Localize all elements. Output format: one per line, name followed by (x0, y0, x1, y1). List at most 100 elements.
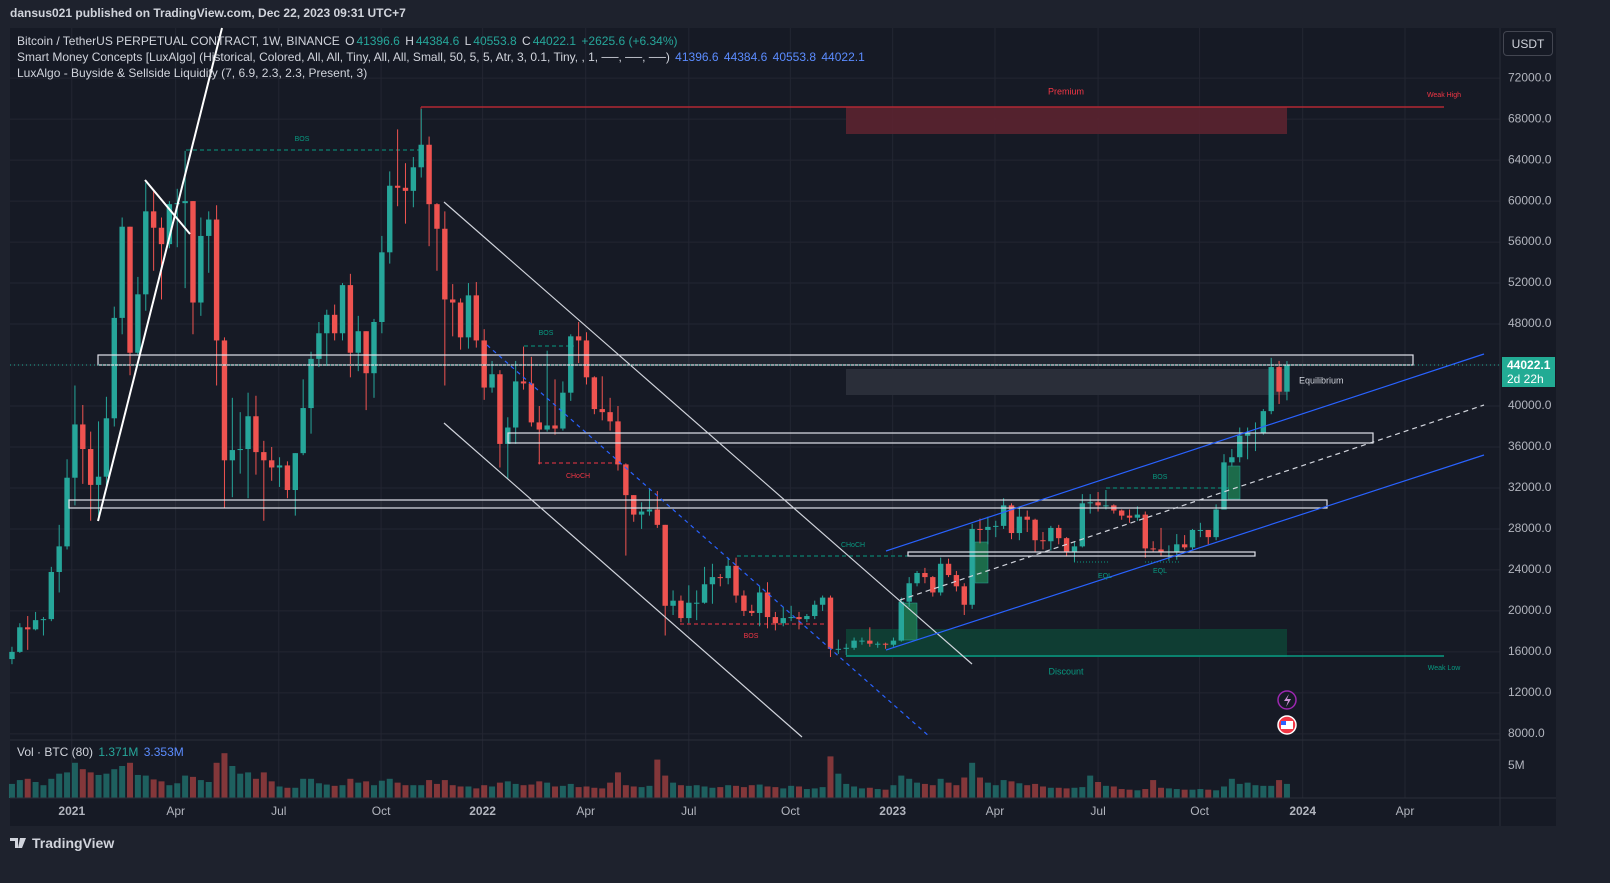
candle-body (764, 592, 771, 618)
candle-body (166, 204, 173, 245)
volume-bar (1142, 789, 1149, 798)
y-tick-label: 16000.0 (1508, 644, 1552, 658)
candle-body (1118, 510, 1125, 516)
volume-bar (433, 783, 440, 798)
volume-bar (1087, 775, 1094, 798)
volume-bar (1008, 781, 1015, 798)
x-tick-label: 2022 (469, 804, 496, 818)
volume-bar (969, 762, 976, 798)
candle-body (812, 604, 818, 617)
candle-body (158, 227, 165, 245)
volume-bar (740, 787, 747, 798)
candle-body (1229, 457, 1235, 463)
volume-bar (788, 785, 795, 798)
candle-body (528, 383, 535, 423)
volume-bar (323, 784, 330, 798)
candle-body (725, 565, 731, 579)
y-tick-label: 20000.0 (1508, 603, 1552, 617)
volume-bar (213, 762, 220, 798)
candle-body (874, 643, 881, 645)
volume-bar (119, 765, 126, 798)
volume-bar (71, 762, 78, 798)
candle-body (40, 619, 47, 621)
volume-bar (504, 781, 511, 798)
candle-body (867, 640, 873, 644)
candle-body (1056, 527, 1062, 539)
volume-bar (1079, 787, 1086, 798)
volume-bar (1283, 783, 1290, 798)
y-tick-label: 28000.0 (1508, 521, 1552, 535)
y-tick-label: 60000.0 (1508, 193, 1552, 207)
candle-body (512, 381, 519, 428)
volume-bar (134, 774, 141, 798)
volume-bar (630, 786, 637, 798)
x-tick-label: 2021 (58, 804, 85, 818)
volume-bar (1095, 781, 1102, 798)
volume-bar (32, 781, 39, 798)
y-tick-label: 8000.0 (1508, 726, 1545, 740)
candle-body (56, 546, 62, 572)
volume-bar (308, 778, 315, 798)
x-tick-label: 2024 (1289, 804, 1316, 818)
premium-zone (846, 107, 1287, 134)
volume-bar (764, 786, 771, 798)
candle-body (709, 577, 716, 585)
candle-body (882, 643, 889, 645)
candle-body (1158, 549, 1164, 552)
candle-body (237, 449, 243, 451)
volume-value: 1.371M (98, 745, 139, 759)
volume-bar (733, 785, 740, 798)
volume-bar (355, 782, 362, 798)
volume-bar (890, 785, 897, 798)
candle-body (497, 374, 503, 444)
candle-body (1134, 514, 1141, 518)
candle-body (969, 528, 975, 605)
footer-brand: TradingView (32, 835, 115, 851)
volume-bar (835, 773, 842, 798)
candle-body (1126, 515, 1133, 518)
candle-body (331, 314, 338, 334)
indicator-value: 44022.1 (821, 50, 865, 64)
x-tick-label: Oct (781, 804, 800, 818)
annotation: CHoCH (566, 473, 590, 480)
candle-body (646, 509, 653, 512)
volume-bar (780, 788, 787, 798)
candle-body (229, 450, 236, 461)
annotation: BOS (295, 136, 310, 143)
candle-body (1174, 544, 1180, 552)
order-block (974, 541, 989, 584)
channel-line (885, 454, 1485, 651)
volume-bar (1268, 785, 1275, 798)
currency-button[interactable]: USDT (1503, 31, 1553, 56)
candle-body (119, 226, 125, 318)
countdown: 2d 22h (1507, 372, 1544, 386)
volume-bar (693, 785, 700, 798)
volume-bar (882, 789, 889, 798)
volume-bar (1032, 783, 1039, 798)
annotation: EQL (1098, 573, 1112, 580)
candle-body (1268, 367, 1274, 412)
candle-body (631, 495, 637, 515)
candle-body (930, 577, 936, 593)
candle-body (890, 640, 897, 645)
channel-mid (899, 404, 1485, 601)
volume-bar (245, 772, 252, 798)
volume-bar (1165, 788, 1172, 798)
ohlc-label: L (464, 34, 472, 48)
volume-bar (1158, 787, 1165, 798)
candle-body (552, 425, 558, 429)
candle-body (135, 294, 141, 353)
y-tick-label: 36000.0 (1508, 439, 1552, 453)
candle-body (32, 620, 39, 630)
volume-bar (685, 785, 692, 798)
candle-body (80, 424, 86, 450)
discount-zone (846, 629, 1287, 657)
candle-body (394, 185, 401, 188)
chart-background (10, 28, 1556, 826)
symbol-name: Bitcoin / TetherUS PERPETUAL CONTRACT, 1… (17, 34, 340, 48)
candle-body (434, 204, 440, 229)
candle-body (953, 575, 960, 587)
candle-body (261, 452, 267, 461)
candle-body (819, 597, 826, 605)
candle-body (1150, 548, 1156, 550)
